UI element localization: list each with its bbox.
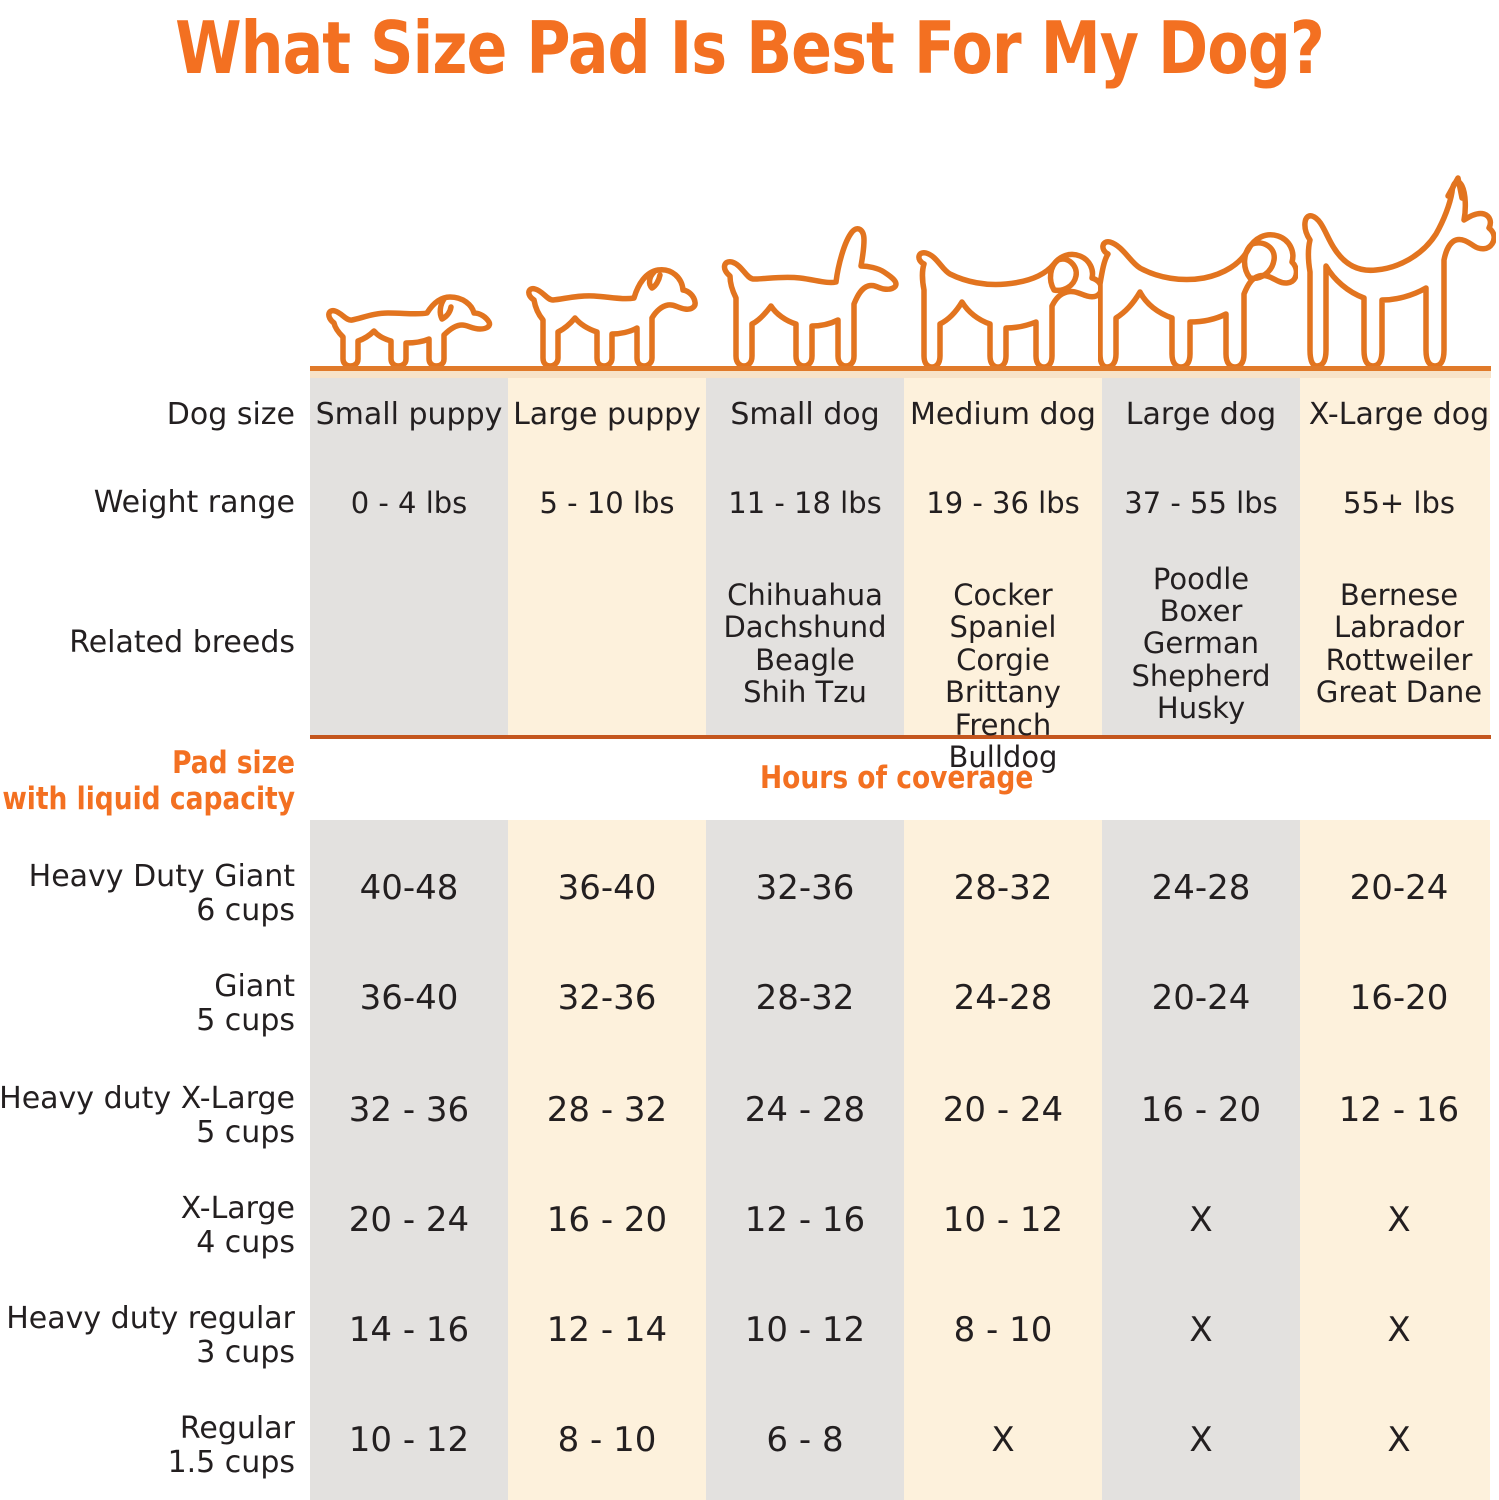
cell-hours-r4-c6: X [1387,1200,1411,1240]
cell-hours-r6-c1: 10 - 12 [348,1420,470,1460]
cell-weight-range-4: 19 - 36 lbs [926,486,1080,520]
cell-hours-r5-c3: 10 - 12 [744,1310,866,1350]
cell-hours-r2-c3: 28-32 [755,978,855,1018]
cell-weight-range-3: 11 - 18 lbs [728,486,882,520]
cell-hours-r3-c6: 12 - 16 [1338,1090,1460,1130]
baseline-shadow [310,371,1491,378]
small-puppy-icon [326,294,493,369]
cell-hours-r3-c2: 28 - 32 [546,1090,668,1130]
cell-dog-size-1: Small puppy [315,397,503,432]
x-large-dog-icon [1302,175,1496,369]
cell-hours-r2-c4: 24-28 [953,978,1053,1018]
column-stripe-2 [508,372,706,735]
cell-hours-r4-c1: 20 - 24 [348,1200,470,1240]
cell-weight-range-1: 0 - 4 lbs [350,486,468,520]
cell-hours-r4-c2: 16 - 20 [546,1200,668,1240]
cell-hours-r3-c3: 24 - 28 [744,1090,866,1130]
cell-hours-r1-c3: 32-36 [755,868,855,908]
cell-dog-size-3: Small dog [730,397,880,432]
cell-related-breeds-6: Bernese Labrador Rottweiler Great Dane [1315,578,1483,710]
row-label-pad-3: Heavy duty X-Large 5 cups [0,1081,295,1150]
cell-dog-size-5: Large dog [1125,397,1277,432]
cell-hours-r5-c6: X [1387,1310,1411,1350]
small-dog-icon [721,226,899,369]
cell-hours-r6-c6: X [1387,1420,1411,1460]
row-label-pad-5: Heavy duty regular 3 cups [6,1301,295,1370]
row-label-dog-size: Dog size [166,397,295,432]
cell-hours-r3-c1: 32 - 36 [348,1090,470,1130]
column-stripe-1 [310,372,508,735]
column-stripe-5 [1102,820,1300,1500]
row-label-related-breeds: Related breeds [69,625,295,660]
row-label-pad-2: Giant 5 cups [196,969,295,1038]
column-stripe-6 [1300,820,1490,1500]
cell-hours-r5-c1: 14 - 16 [348,1310,470,1350]
cell-hours-r3-c5: 16 - 20 [1140,1090,1262,1130]
cell-hours-r2-c1: 36-40 [359,978,459,1018]
baseline-rule [310,366,1491,371]
pad-size-header: Pad size with liquid capacity [2,745,295,817]
cell-hours-r5-c4: 8 - 10 [953,1310,1053,1350]
column-stripe-3 [706,372,904,735]
medium-dog-icon [916,249,1102,370]
row-label-pad-1: Heavy Duty Giant 6 cups [28,859,295,928]
cell-related-breeds-3: Chihuahua Dachshund Beagle Shih Tzu [723,578,887,710]
cell-related-breeds-5: Poodle Boxer German Shepherd Husky [1131,561,1271,726]
hours-of-coverage-header: Hours of coverage [760,760,1034,796]
cell-weight-range-6: 55+ lbs [1343,486,1455,520]
dog-silhouette-row [0,150,1499,372]
row-label-weight-range: Weight range [93,485,295,520]
cell-hours-r2-c5: 20-24 [1151,978,1251,1018]
cell-dog-size-6: X-Large dog [1308,397,1490,432]
cell-hours-r6-c5: X [1189,1420,1213,1460]
cell-weight-range-2: 5 - 10 lbs [539,486,675,520]
cell-hours-r1-c5: 24-28 [1151,868,1251,908]
row-label-pad-4: X-Large 4 cups [180,1191,295,1260]
cell-hours-r1-c2: 36-40 [557,868,657,908]
cell-hours-r3-c4: 20 - 24 [942,1090,1064,1130]
column-stripe-2 [508,820,706,1500]
cell-related-breeds-4: Cocker Spaniel Corgie Brittany French Bu… [945,578,1061,775]
cell-hours-r6-c4: X [991,1420,1015,1460]
cell-hours-r1-c4: 28-32 [953,868,1053,908]
cell-dog-size-2: Large puppy [513,397,701,432]
cell-dog-size-4: Medium dog [910,397,1096,432]
cell-hours-r6-c3: 6 - 8 [766,1420,844,1460]
cell-hours-r5-c5: X [1189,1310,1213,1350]
large-dog-icon [1098,232,1298,370]
cell-hours-r4-c3: 12 - 16 [744,1200,866,1240]
cell-hours-r4-c5: X [1189,1200,1213,1240]
cell-hours-r4-c4: 10 - 12 [942,1200,1064,1240]
large-puppy-icon [526,267,698,369]
cell-hours-r5-c2: 12 - 14 [546,1310,668,1350]
cell-hours-r2-c2: 32-36 [557,978,657,1018]
row-label-pad-6: Regular 1.5 cups [167,1411,295,1480]
cell-hours-r6-c2: 8 - 10 [557,1420,657,1460]
column-stripe-6 [1300,372,1490,735]
cell-hours-r1-c6: 20-24 [1349,868,1449,908]
cell-weight-range-5: 37 - 55 lbs [1124,486,1278,520]
cell-hours-r1-c1: 40-48 [359,868,459,908]
column-stripe-4 [904,820,1102,1500]
column-stripe-1 [310,820,508,1500]
page-title: What Size Pad Is Best For My Dog? [175,6,1325,90]
section-divider [310,735,1491,739]
column-stripe-3 [706,820,904,1500]
column-stripe-5 [1102,372,1300,735]
cell-hours-r2-c6: 16-20 [1349,978,1449,1018]
column-stripe-4 [904,372,1102,735]
